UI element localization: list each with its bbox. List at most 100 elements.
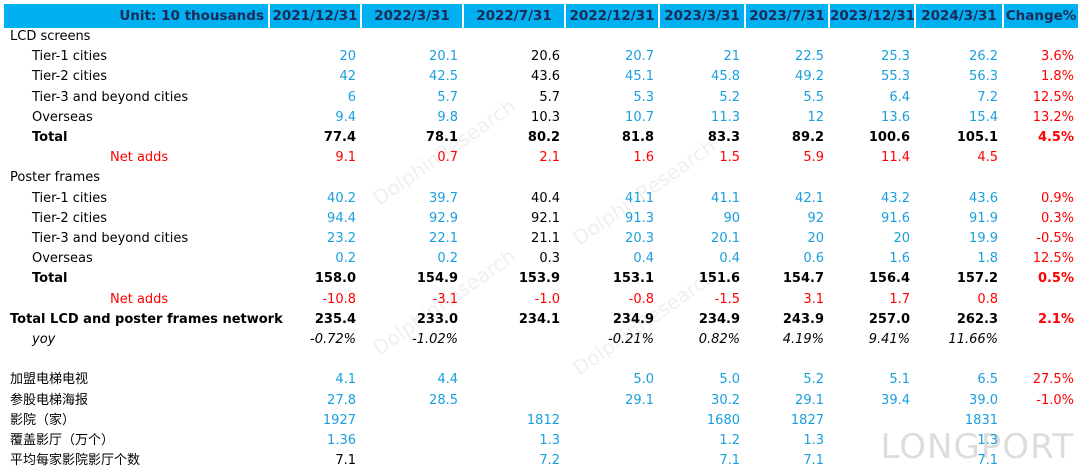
- cell-value: 42: [339, 69, 356, 85]
- cell-value: 157.2: [956, 271, 998, 287]
- cell-value: 0.6: [803, 251, 824, 267]
- header-cell: 2023/12/31: [830, 4, 915, 28]
- row-label: Tier-3 and beyond cities: [32, 89, 189, 105]
- cell-value: 12.5%: [1032, 89, 1074, 105]
- cell-value: 5.2: [719, 89, 740, 105]
- cell-value: 6: [347, 89, 356, 105]
- cell-value: 94.4: [327, 210, 356, 226]
- cell-value: 3.6%: [1040, 49, 1074, 65]
- cell-value: 91.6: [881, 210, 910, 226]
- cell-value: 11.4: [881, 150, 910, 166]
- cell-value: 83.3: [707, 130, 740, 145]
- row-label: Net adds: [110, 291, 169, 307]
- cell-value: 156.4: [868, 271, 910, 287]
- cell-value: -10.8: [322, 291, 356, 307]
- cell-value: 5.9: [803, 150, 824, 166]
- cell-value: 153.9: [518, 271, 560, 287]
- cell-value: -3.1: [432, 291, 458, 307]
- header-cell: 2024/3/31: [916, 4, 1002, 28]
- cell-value: -1.5: [714, 291, 740, 307]
- cell-value: 42.5: [429, 69, 458, 85]
- cell-value: 92: [807, 210, 824, 226]
- watermark: LONGPORT: [880, 427, 1074, 467]
- cell-value: 20.1: [429, 49, 458, 65]
- cell-value: 9.1: [335, 150, 356, 166]
- cell-value: 26.2: [969, 49, 998, 65]
- cell-value: 0.2: [437, 251, 458, 267]
- cell-value: 1827: [790, 412, 824, 428]
- cell-value: 0.5%: [1037, 271, 1074, 287]
- cell-value: 9.8: [437, 109, 458, 125]
- cell-value: 43.6: [531, 69, 560, 85]
- cell-value: -0.5%: [1036, 231, 1074, 246]
- cell-value: 20.6: [531, 49, 560, 65]
- cell-value: 6.5: [977, 372, 998, 388]
- cell-value: 39.7: [429, 190, 458, 206]
- cell-value: 39.0: [969, 392, 998, 408]
- cell-value: 9.41%: [868, 332, 910, 347]
- cell-value: 20.3: [625, 231, 654, 246]
- cell-value: 27.8: [327, 392, 356, 408]
- cell-value: 13.6: [881, 109, 910, 125]
- cell-value: 20.1: [711, 231, 740, 246]
- cell-value: 49.2: [795, 69, 824, 85]
- cell-value: 42.1: [795, 190, 824, 206]
- cell-value: 100.6: [868, 130, 910, 145]
- cell-value: 0.9%: [1040, 190, 1074, 206]
- cell-value: 27.5%: [1032, 372, 1074, 388]
- cell-value: 0.3: [539, 251, 560, 267]
- cell-value: 0.3%: [1040, 210, 1074, 226]
- cell-value: 41.1: [711, 190, 740, 206]
- cell-value: -1.0%: [1036, 392, 1074, 408]
- cell-value: 41.1: [625, 190, 654, 206]
- cell-value: 234.9: [698, 311, 740, 327]
- cell-value: 151.6: [698, 271, 740, 287]
- cell-value: 0.4: [719, 251, 740, 267]
- cell-value: 0.82%: [698, 332, 740, 347]
- cell-value: 1.2: [719, 433, 740, 448]
- cell-value: 4.5%: [1037, 130, 1074, 145]
- cell-value: 1927: [322, 412, 356, 428]
- cell-value: 1.3: [539, 433, 560, 448]
- cell-value: 56.3: [969, 69, 998, 85]
- cell-value: 30.2: [711, 392, 740, 408]
- row-label: LCD screens: [10, 29, 91, 44]
- cell-value: 9.4: [335, 109, 356, 125]
- cell-value: 10.7: [625, 109, 654, 125]
- cell-value: 1.3: [977, 433, 998, 448]
- cell-value: -1.02%: [412, 332, 458, 347]
- row-label: 影院（家）: [10, 412, 76, 428]
- cell-value: 91.3: [625, 210, 654, 226]
- cell-value: 29.1: [795, 392, 824, 408]
- cell-value: 20.7: [625, 49, 654, 65]
- cell-value: 20: [893, 231, 910, 246]
- row-label: Total LCD and poster frames network: [10, 311, 283, 327]
- cell-value: 234.1: [518, 311, 560, 327]
- cell-value: 78.1: [425, 130, 458, 145]
- cell-value: 5.2: [803, 372, 824, 388]
- cell-value: 1680: [706, 412, 740, 428]
- cell-value: 234.9: [612, 311, 654, 327]
- header-cell: 2022/3/31: [362, 4, 462, 28]
- header-unit: Unit: 10 thousands: [4, 4, 268, 28]
- row-label: Net adds: [110, 150, 169, 166]
- cell-value: 28.5: [429, 392, 458, 408]
- row-label: Overseas: [32, 109, 93, 125]
- cell-value: 158.0: [314, 271, 356, 287]
- cell-value: 1.5: [719, 150, 740, 166]
- cell-value: 1.8: [977, 251, 998, 267]
- row-label: Tier-2 cities: [32, 69, 107, 85]
- cell-value: 5.0: [633, 372, 654, 388]
- cell-value: 0.7: [437, 150, 458, 166]
- cell-value: 25.3: [881, 49, 910, 65]
- cell-value: 91.9: [969, 210, 998, 226]
- cell-value: 89.2: [791, 130, 824, 145]
- cell-value: 1.6: [889, 251, 910, 267]
- cell-value: 257.0: [868, 311, 910, 327]
- cell-value: 5.5: [803, 89, 824, 105]
- cell-value: 10.3: [531, 109, 560, 125]
- header-cell: Change%: [1004, 4, 1078, 28]
- cell-value: 13.2%: [1032, 109, 1074, 125]
- cell-value: 235.4: [314, 311, 356, 327]
